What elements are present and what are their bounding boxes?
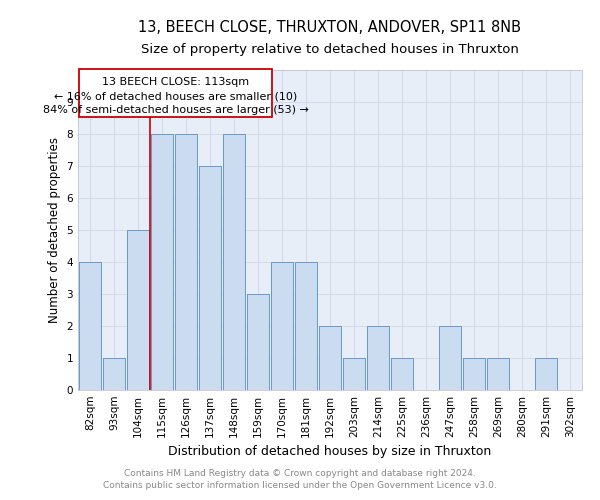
- Text: 13, BEECH CLOSE, THRUXTON, ANDOVER, SP11 8NB: 13, BEECH CLOSE, THRUXTON, ANDOVER, SP11…: [139, 20, 521, 35]
- Bar: [127, 230, 149, 390]
- Text: 84% of semi-detached houses are larger (53) →: 84% of semi-detached houses are larger (…: [43, 105, 309, 115]
- Bar: [295, 262, 317, 390]
- FancyBboxPatch shape: [79, 70, 272, 117]
- Y-axis label: Number of detached properties: Number of detached properties: [48, 137, 61, 323]
- Bar: [439, 326, 461, 390]
- Text: Size of property relative to detached houses in Thruxton: Size of property relative to detached ho…: [141, 42, 519, 56]
- Bar: [391, 358, 413, 390]
- Bar: [103, 358, 125, 390]
- Bar: [151, 134, 173, 390]
- Bar: [199, 166, 221, 390]
- Text: ← 16% of detached houses are smaller (10): ← 16% of detached houses are smaller (10…: [54, 91, 298, 101]
- Bar: [247, 294, 269, 390]
- Bar: [343, 358, 365, 390]
- Text: 13 BEECH CLOSE: 113sqm: 13 BEECH CLOSE: 113sqm: [102, 78, 250, 88]
- Bar: [367, 326, 389, 390]
- Bar: [487, 358, 509, 390]
- Bar: [535, 358, 557, 390]
- X-axis label: Distribution of detached houses by size in Thruxton: Distribution of detached houses by size …: [169, 446, 491, 458]
- Bar: [463, 358, 485, 390]
- Text: Contains HM Land Registry data © Crown copyright and database right 2024.
Contai: Contains HM Land Registry data © Crown c…: [103, 468, 497, 490]
- Bar: [271, 262, 293, 390]
- Bar: [175, 134, 197, 390]
- Bar: [79, 262, 101, 390]
- Bar: [223, 134, 245, 390]
- Bar: [319, 326, 341, 390]
